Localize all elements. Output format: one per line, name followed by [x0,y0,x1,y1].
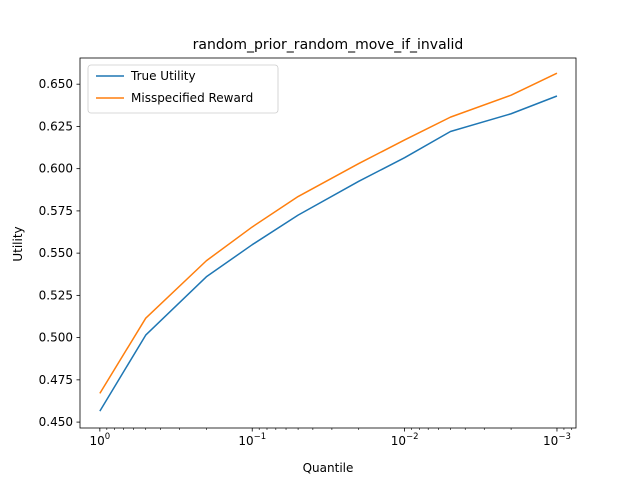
y-tick-label: 0.650 [39,77,73,91]
y-tick-label: 0.600 [39,162,73,176]
series-line-2 [99,72,558,394]
chart-title: random_prior_random_move_if_invalid [193,37,464,53]
plot-frame [79,57,577,429]
y-tick-label: 0.475 [39,373,73,387]
legend: True Utility Misspecified Reward [87,64,279,114]
legend-label: True Utility [130,69,196,83]
y-tick-label: 0.525 [39,288,73,302]
x-tick-label: 10−2 [391,432,419,448]
y-tick-label: 0.450 [39,415,73,429]
plot-area [79,57,577,429]
legend-label: Misspecified Reward [131,91,253,105]
x-tick-label: 100 [90,432,111,448]
y-tick-label: 0.625 [39,119,73,133]
x-axis: 100 10−1 10−2 10−3 [90,428,573,448]
y-axis-label: Utility [11,226,25,261]
legend-box [87,64,279,114]
x-tick-label: 10−3 [543,432,571,448]
x-tick-label: 10−1 [238,432,266,448]
y-tick-label: 0.500 [39,331,73,345]
y-tick-label: 0.550 [39,246,73,260]
series-line-1 [99,95,558,412]
series-layer [99,72,558,412]
y-axis: 0.450 0.475 0.500 0.525 0.550 0.575 0.600 0.625… [39,77,80,429]
y-tick-label: 0.575 [39,204,73,218]
x-axis-label: Quantile [303,461,354,475]
